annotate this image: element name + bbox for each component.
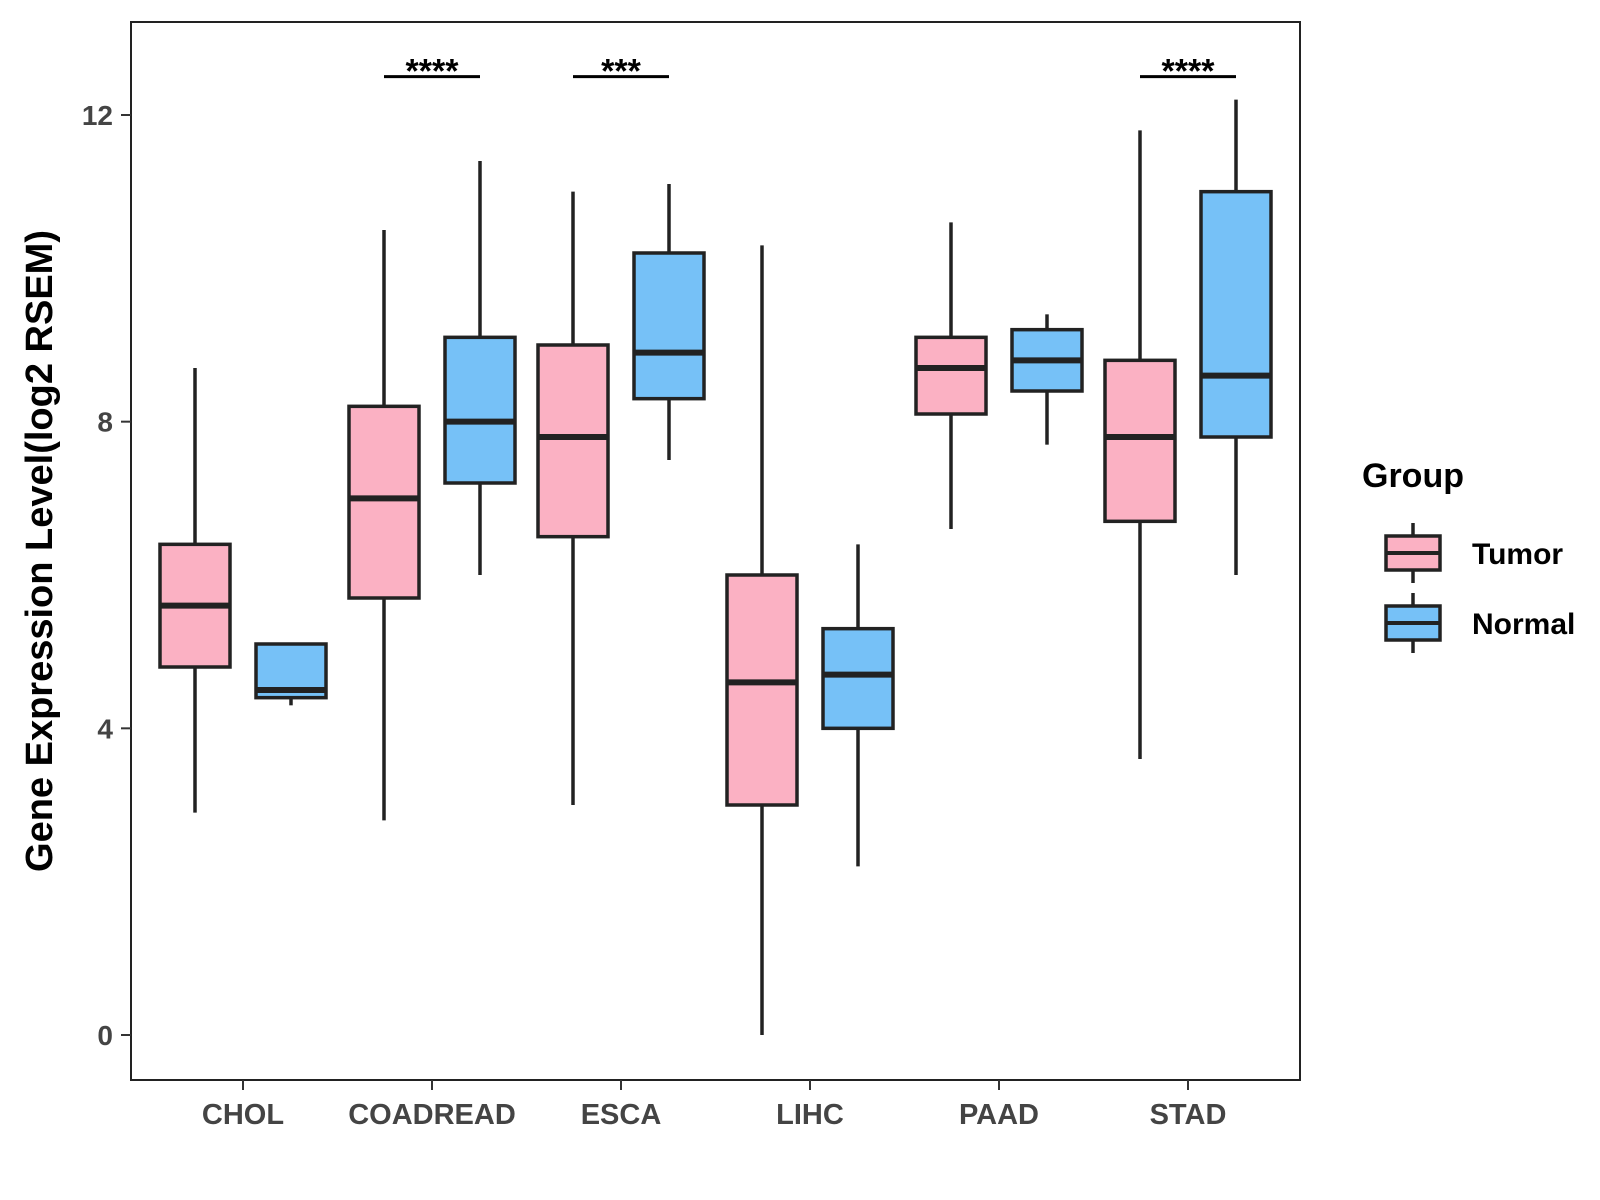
box-normal-coadread	[443, 161, 517, 575]
x-tick-label: COADREAD	[348, 1099, 516, 1131]
box-iqr	[821, 626, 895, 731]
legend-title: Group	[1362, 457, 1464, 495]
box-normal-stad	[1199, 99, 1273, 575]
boxes-layer	[158, 99, 1273, 1035]
significance-label: ****	[1162, 53, 1216, 91]
box-iqr	[725, 573, 799, 807]
box-tumor-esca	[536, 191, 610, 805]
x-tick-label: STAD	[1150, 1099, 1227, 1131]
y-tick-label: 0	[97, 1020, 113, 1051]
box-iqr	[347, 404, 421, 600]
box-iqr	[536, 343, 610, 539]
x-tick-label: ESCA	[581, 1099, 662, 1131]
significance-layer: **** *** ****	[384, 53, 1236, 91]
y-axis-title: Gene Expression Level(log2 RSEM)	[19, 230, 61, 872]
box-tumor-stad	[1103, 130, 1177, 759]
box-iqr	[1103, 358, 1177, 524]
legend-item-tumor: Tumor	[1384, 523, 1563, 583]
box-iqr	[443, 335, 517, 485]
box-iqr	[1199, 189, 1273, 439]
legend-item-normal: Normal	[1384, 593, 1575, 653]
legend-label: Normal	[1472, 608, 1575, 641]
box-tumor-paad	[914, 222, 988, 529]
y-tick-label: 8	[97, 407, 113, 438]
plot-panel-border	[130, 21, 1301, 1081]
box-tumor-lihc	[725, 245, 799, 1035]
y-tick-label: 12	[82, 100, 113, 131]
legend: Group Tumor Normal	[1362, 457, 1575, 653]
significance-label: ***	[601, 53, 641, 91]
y-tick-label: 4	[97, 713, 113, 744]
x-tick-label: PAAD	[959, 1099, 1039, 1131]
x-tick-label: LIHC	[776, 1099, 844, 1131]
box-iqr	[914, 335, 988, 416]
significance-label: ****	[406, 53, 460, 91]
axes-layer: 0 4 8 12 CHOL COADREAD ESCA LIHC PAAD STAD	[82, 21, 1301, 1131]
box-iqr	[632, 251, 706, 401]
box-normal-paad	[1010, 314, 1084, 445]
box-tumor-coadread	[347, 230, 421, 821]
box-normal-esca	[632, 184, 706, 460]
x-tick-label: CHOL	[202, 1099, 284, 1131]
box-normal-lihc	[821, 544, 895, 867]
legend-label: Tumor	[1472, 538, 1563, 571]
box-normal-chol	[254, 642, 328, 706]
box-tumor-chol	[158, 368, 232, 813]
